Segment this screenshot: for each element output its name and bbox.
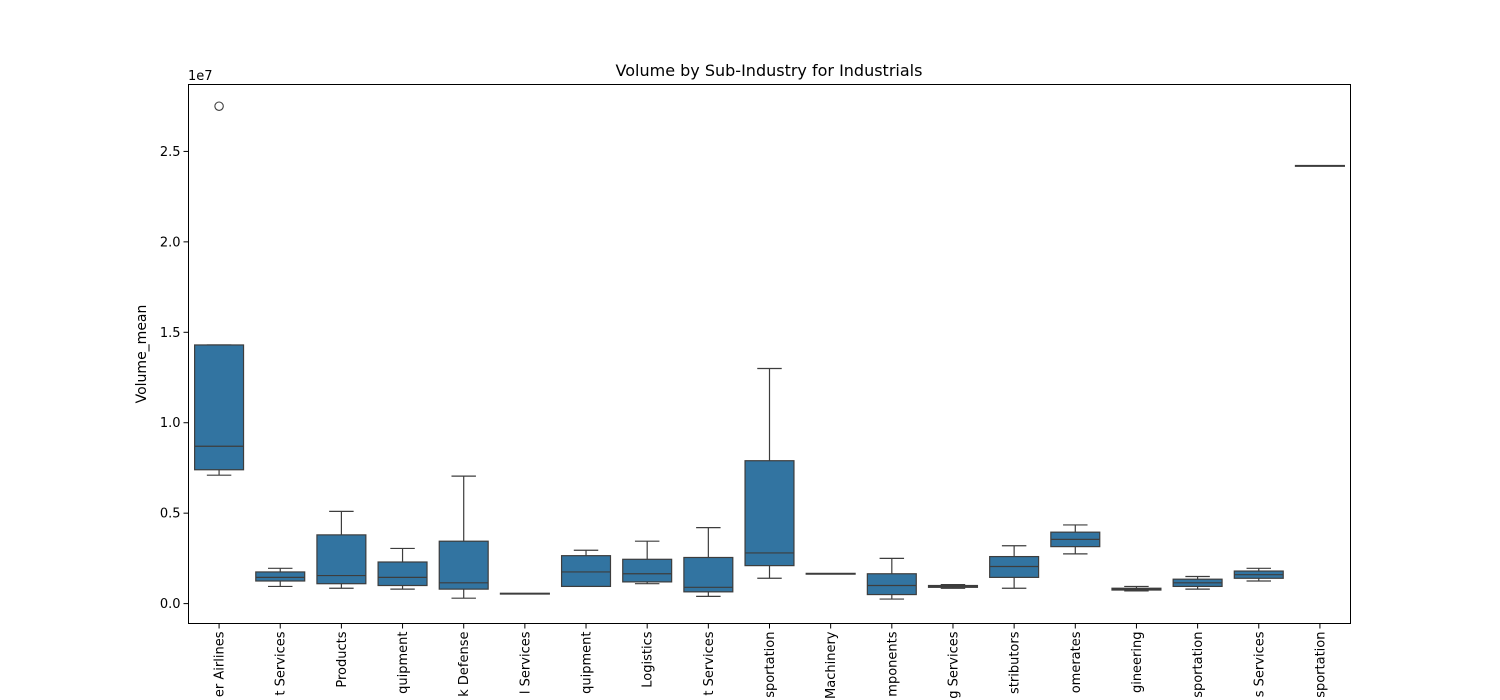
box-6	[499, 592, 550, 595]
x-tick-label: sportation	[763, 632, 778, 698]
x-tick-label: t Services	[274, 631, 289, 695]
y-tick-label: 1.0	[160, 416, 181, 431]
box-15	[1050, 524, 1101, 555]
x-tick-label: quipment	[580, 632, 595, 694]
y-tick-label: 0.5	[160, 507, 181, 522]
x-tick-label: sportation	[1313, 632, 1328, 698]
x-tick-label: quipment	[396, 632, 411, 694]
chart-title: Volume by Sub-Industry for Industrials	[616, 61, 923, 80]
x-tick-label: er Airlines	[213, 631, 228, 697]
iqr-box	[316, 534, 367, 585]
iqr-box	[255, 571, 306, 582]
iqr-box	[194, 344, 245, 471]
x-tick-label: gineering	[1130, 632, 1145, 694]
x-tick-label: Products	[335, 631, 350, 687]
x-tick-label: omerates	[1069, 631, 1084, 693]
box-series	[194, 101, 1345, 600]
box-8	[622, 540, 673, 585]
x-tick-label: mponents	[885, 631, 900, 696]
x-tick-label: g Services	[946, 631, 961, 698]
y-tick-label: 2.0	[160, 235, 181, 250]
x-tick-label: sportation	[1191, 632, 1206, 698]
box-17	[1172, 575, 1223, 590]
outlier-point	[214, 101, 224, 111]
x-tick-label: l Services	[518, 631, 533, 694]
box-4	[377, 547, 428, 590]
y-axis-ticks: 0.0 0.5 1.0 1.5 2.0 2.5	[160, 145, 189, 612]
box-11	[805, 572, 856, 575]
x-axis-ticks: er Airlines t Services Products quipment k D…	[213, 623, 1328, 699]
plot-area-frame	[188, 84, 1351, 624]
y-axis-offset-label: 1e7	[188, 69, 213, 84]
iqr-box	[744, 460, 795, 567]
box-5	[438, 475, 489, 599]
x-tick-label: Machinery	[824, 631, 839, 699]
iqr-box	[438, 540, 489, 590]
box-9	[683, 527, 734, 597]
iqr-box	[560, 555, 612, 588]
y-tick-label: 1.5	[160, 326, 181, 341]
iqr-box	[377, 561, 428, 587]
x-tick-label: Logistics	[641, 631, 656, 687]
box-3	[316, 510, 367, 589]
iqr-box	[866, 573, 917, 596]
box-2	[255, 567, 306, 588]
box-16	[1111, 585, 1162, 592]
box-14	[989, 545, 1040, 589]
x-tick-label: k Defense	[457, 632, 472, 697]
y-tick-label: 0.0	[160, 597, 181, 612]
x-tick-label: t Services	[702, 631, 717, 695]
x-tick-label: s Services	[1252, 631, 1267, 697]
y-tick-label: 2.5	[160, 145, 181, 160]
box-1	[194, 101, 245, 476]
box-19	[1294, 164, 1345, 167]
iqr-box	[683, 556, 734, 593]
iqr-box	[622, 558, 673, 583]
x-tick-label: stributors	[1008, 631, 1023, 694]
box-13	[927, 584, 979, 589]
box-12	[866, 557, 917, 600]
y-axis-label: Volume_mean	[134, 305, 150, 404]
box-18	[1233, 567, 1284, 582]
box-7	[560, 549, 612, 588]
box-10	[744, 367, 795, 579]
